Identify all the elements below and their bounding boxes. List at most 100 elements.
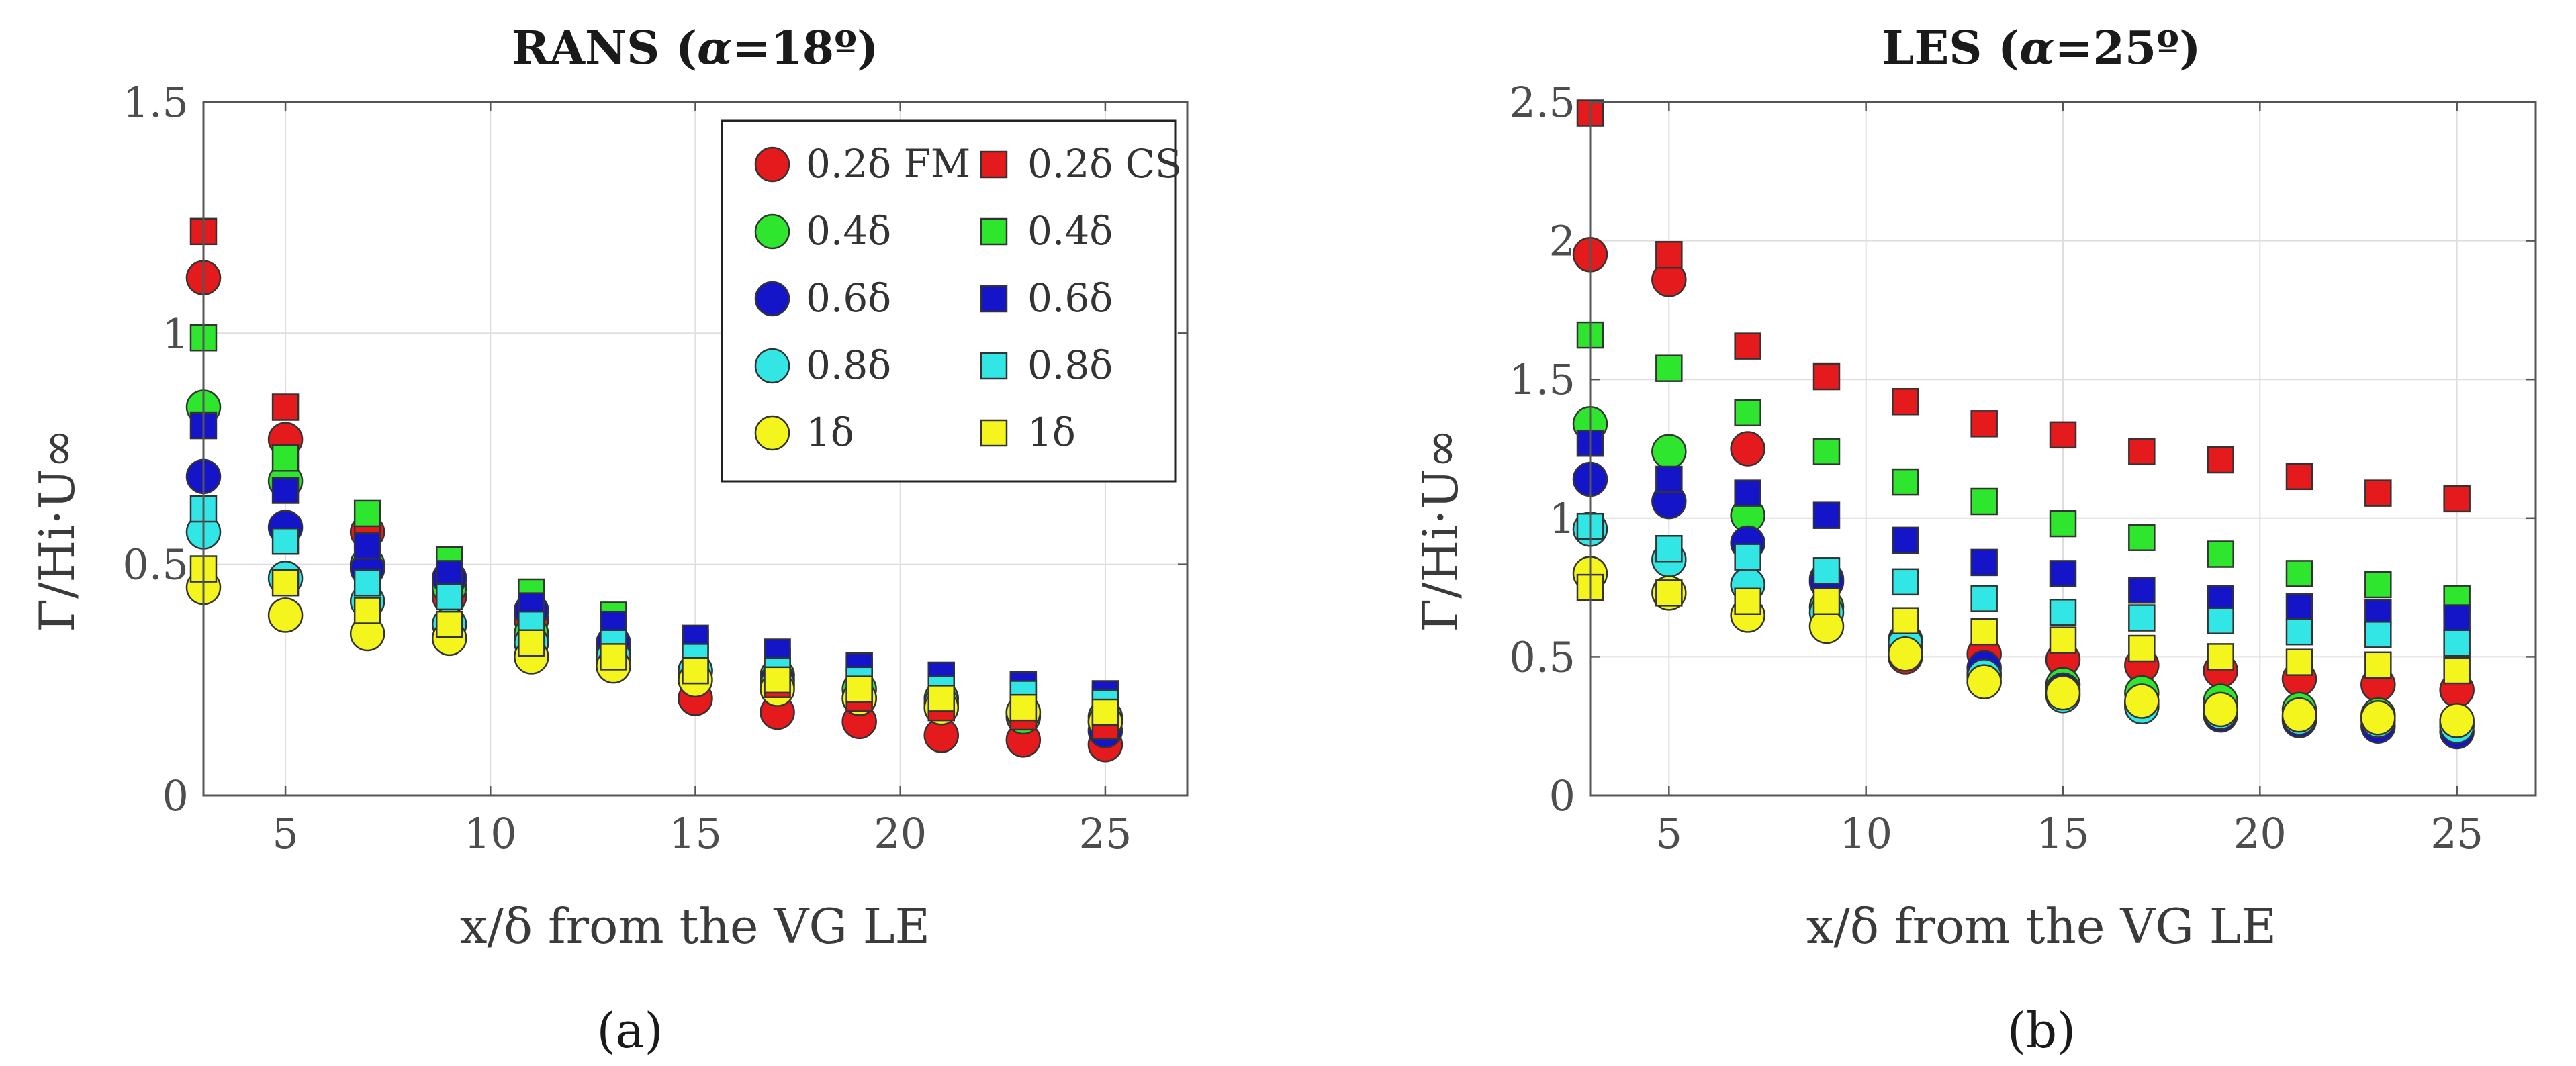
- data-point: [2049, 560, 2077, 587]
- data-point: [1892, 388, 1919, 416]
- data-point: [2128, 604, 2156, 632]
- series-square-yellow: [189, 555, 1119, 726]
- data-point: [2128, 576, 2156, 604]
- data-point: [1655, 535, 1683, 563]
- data-point: [2364, 479, 2392, 507]
- data-point: [1734, 587, 1761, 616]
- data-point: [271, 444, 300, 472]
- series-square-red: [1576, 99, 2471, 513]
- data-point: [2443, 604, 2471, 632]
- y-axis-label: Γ/Hi·U∞: [1412, 428, 1469, 632]
- data-point: [764, 666, 791, 694]
- data-point: [1730, 431, 1765, 467]
- x-tick-label: 10: [1839, 809, 1892, 858]
- data-point: [1888, 636, 1923, 672]
- legend-label: 0.2δ FM: [806, 141, 970, 187]
- y-tick-label: 0: [1549, 771, 1575, 820]
- data-point: [2049, 510, 2077, 538]
- data-point: [927, 685, 955, 712]
- data-point: [2443, 629, 2471, 657]
- legend-box: [721, 119, 1177, 483]
- legend-marker: [980, 352, 1008, 380]
- x-tick-label: 25: [2430, 809, 2483, 858]
- data-point: [2364, 571, 2392, 599]
- data-point: [2207, 540, 2234, 568]
- data-point: [2203, 691, 2238, 728]
- data-point: [436, 560, 463, 587]
- legend-item: 0.4δ: [980, 208, 1113, 254]
- legend-label: 0.8δ: [806, 342, 891, 388]
- data-point: [2207, 607, 2234, 634]
- data-point: [2207, 446, 2234, 474]
- legend-item: 0.6δ: [754, 275, 891, 321]
- legend-label: 0.4δ: [806, 208, 891, 254]
- y-tick-label: 2.5: [1509, 78, 1575, 127]
- data-point: [1734, 332, 1761, 360]
- data-point: [845, 675, 873, 703]
- legend-label: 0.6δ: [806, 275, 891, 321]
- data-point: [1970, 487, 1998, 516]
- data-point: [436, 610, 463, 638]
- plot-frame: [1589, 101, 2537, 797]
- plot-frame: [202, 101, 1189, 797]
- data-point: [2128, 634, 2156, 663]
- data-point: [1892, 468, 1919, 496]
- legend-item: 0.2δ FM: [754, 141, 970, 187]
- data-point: [1655, 465, 1683, 493]
- data-point: [353, 597, 381, 624]
- data-point: [353, 499, 381, 528]
- y-tick-label: 0.5: [1509, 632, 1575, 681]
- data-point: [1970, 548, 1998, 577]
- chart-title: LES (α=25º): [1882, 21, 2201, 75]
- series-square-cyan: [1576, 512, 2471, 657]
- data-point: [353, 569, 381, 597]
- legend-marker: [980, 285, 1008, 313]
- data-point: [271, 393, 300, 421]
- data-point: [1892, 526, 1919, 554]
- y-tick-label: 1.5: [1509, 355, 1575, 404]
- data-point: [2045, 675, 2081, 711]
- data-point: [2439, 703, 2475, 738]
- data-point: [1812, 587, 1841, 616]
- data-point: [2128, 524, 2156, 551]
- y-tick-label: 1.5: [122, 78, 189, 127]
- data-point: [2124, 683, 2160, 719]
- data-point: [2443, 485, 2471, 513]
- x-axis-label: x/δ from the VG LE: [460, 898, 930, 955]
- data-point: [436, 583, 463, 611]
- legend-item: 0.8δ: [980, 342, 1113, 388]
- data-point: [2128, 438, 2156, 465]
- legend-item: 0.4δ: [754, 208, 891, 254]
- data-point: [2049, 626, 2077, 654]
- y-tick-label: 0: [163, 771, 189, 820]
- data-point: [518, 629, 545, 657]
- chart-title: RANS (α=18º): [512, 21, 879, 75]
- legend-label: 0.6δ: [1027, 275, 1113, 321]
- y-tick-label: 2: [1549, 217, 1575, 266]
- data-point: [2285, 648, 2313, 676]
- data-point: [1812, 501, 1841, 529]
- legend-label: 1δ: [1027, 409, 1076, 455]
- x-tick-label: 15: [669, 809, 722, 858]
- legend: 0.2δ FM 0.2δ CS 0.4δ 0.4δ 0.6δ 0.6δ 0.8δ 0.8δ 1δ…: [721, 119, 1182, 483]
- data-point: [2364, 651, 2392, 679]
- data-point: [1812, 362, 1841, 391]
- data-point: [2049, 599, 2077, 626]
- panel-label: (a): [596, 1002, 663, 1059]
- x-tick-label: 5: [272, 809, 298, 858]
- data-point: [1812, 438, 1841, 465]
- data-point: [1009, 693, 1038, 722]
- data-point: [1734, 543, 1761, 571]
- data-point: [1812, 557, 1841, 585]
- panel-label: (b): [2007, 1002, 2076, 1059]
- x-tick-label: 10: [464, 809, 517, 858]
- plot-area: 5 10 15 20 25 0 0.5 1 1.5 2 2.5: [1509, 78, 2537, 858]
- y-axis-label: Γ/Hi·U∞: [29, 428, 85, 632]
- data-point: [2443, 657, 2471, 685]
- legend-marker: [980, 217, 1008, 246]
- data-point: [1655, 241, 1683, 269]
- legend-label: 0.8δ: [1027, 342, 1113, 388]
- data-point: [271, 569, 300, 597]
- data-point: [2285, 560, 2313, 587]
